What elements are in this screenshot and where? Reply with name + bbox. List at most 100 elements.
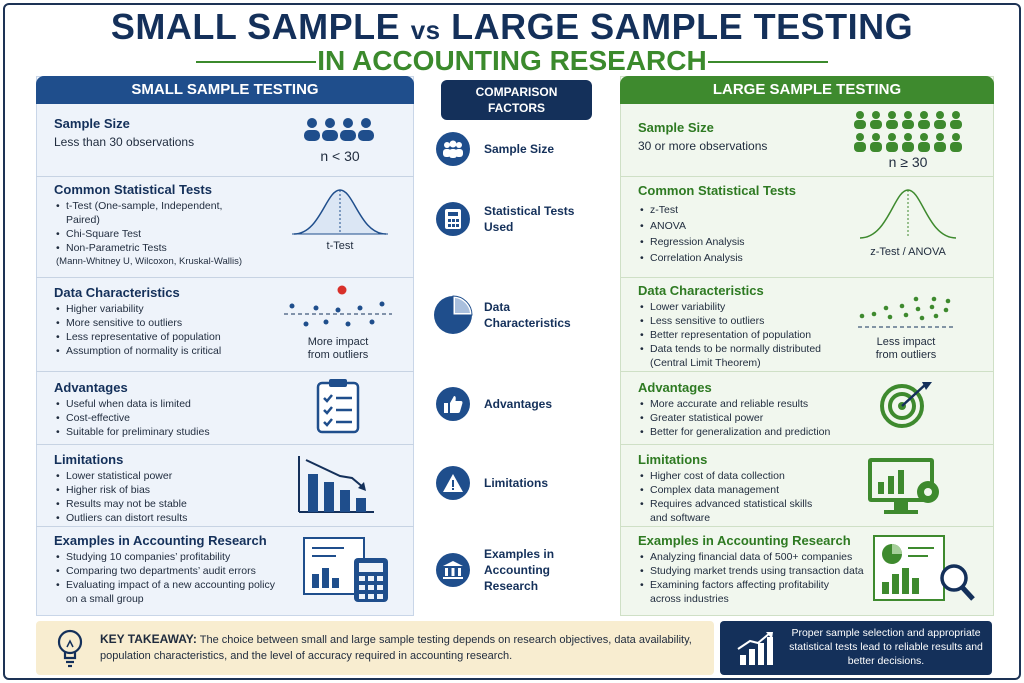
warning-icon	[436, 466, 470, 500]
list-item: Analyzing financial data of 500+ compani…	[638, 550, 878, 564]
list-item: Better for generalization and prediction	[638, 425, 868, 439]
divider	[36, 444, 414, 445]
small-sample-size: Sample Size Less than 30 observations	[54, 116, 195, 149]
factor-advantages: Advantages	[436, 387, 606, 421]
small-limitations: Limitations Lower statistical power High…	[54, 452, 294, 525]
list-item: Useful when data is limited	[54, 397, 294, 411]
list-item: Higher cost of data collection	[638, 469, 858, 483]
clustered-scatter	[858, 296, 954, 328]
list-item: t-Test (One-sample, Independent,Paired)	[54, 199, 294, 227]
divider	[36, 371, 414, 372]
key-takeaway: KEY TAKEAWAY: The choice between small a…	[36, 621, 714, 675]
list-item: Less sensitive to outliers	[638, 314, 858, 328]
large-tests: Common Statistical Tests z-Test ANOVA Re…	[638, 183, 838, 266]
large-group-icon	[854, 111, 962, 152]
divider	[620, 176, 994, 177]
factor-statistical-tests: Statistical Tests Used	[436, 202, 606, 236]
target-icon	[880, 382, 932, 428]
list-item: More sensitive to outliers	[54, 316, 294, 330]
conclusion-note: Proper sample selection and appropriate …	[720, 621, 992, 675]
list-item: Outliers can distort results	[54, 511, 294, 525]
divider	[620, 277, 994, 278]
list-item: Examining factors affecting profitabilit…	[638, 578, 878, 606]
list-item: Regression Analysis	[638, 234, 838, 250]
t-distribution-curve	[292, 189, 388, 235]
large-sample-header: LARGE SAMPLE TESTING	[620, 76, 994, 104]
list-item: Higher variability	[54, 302, 294, 316]
list-item: Complex data management	[638, 483, 858, 497]
declining-bars-icon	[298, 456, 374, 513]
list-item: Lower variability	[638, 300, 858, 314]
factor-sample-size: Sample Size	[436, 132, 606, 166]
list-item: Less representative of population	[54, 330, 294, 344]
divider	[620, 444, 994, 445]
list-item: z-Test	[638, 202, 838, 218]
small-tests: Common Statistical Tests t-Test (One-sam…	[54, 182, 294, 269]
title-rule-left	[196, 61, 316, 63]
small-outlier-caption: More impact from outliers	[307, 336, 369, 361]
small-group-icon	[304, 118, 374, 141]
divider	[620, 371, 994, 372]
list-item: Comparing two departments’ audit errors	[54, 564, 304, 578]
comparison-factors-header: COMPARISON FACTORS	[441, 80, 592, 120]
main-title: SMALL SAMPLE vs LARGE SAMPLE TESTING	[110, 6, 914, 47]
list-item: Suitable for preliminary studies	[54, 425, 294, 439]
pie-chart-icon	[434, 295, 473, 334]
divider	[36, 526, 414, 527]
list-item: Greater statistical power	[638, 411, 868, 425]
list-item: Results may not be stable	[54, 497, 294, 511]
monitor-gear-icon	[868, 458, 939, 514]
large-outlier-caption: Less impact from outliers	[875, 336, 937, 361]
large-examples: Examples in Accounting Research Analyzin…	[638, 533, 878, 606]
people-icon	[436, 132, 470, 166]
divider	[36, 277, 414, 278]
list-item: Data tends to be normally distributed(Ce…	[638, 342, 858, 370]
z-test-label: z-Test / ANOVA	[870, 246, 946, 258]
list-item: Correlation Analysis	[638, 250, 838, 266]
list-item: Assumption of normality is critical	[54, 344, 294, 358]
list-item: Evaluating impact of a new accounting po…	[54, 578, 304, 606]
list-item: Requires advanced statistical skillsand …	[638, 497, 858, 525]
thumbs-up-icon	[436, 387, 470, 421]
growth-chart-icon	[737, 632, 773, 665]
lightbulb-icon	[57, 629, 83, 668]
small-advantages: Advantages Useful when data is limited C…	[54, 380, 294, 439]
large-data-characteristics: Data Characteristics Lower variability L…	[638, 283, 858, 370]
title-rule-right	[708, 61, 828, 63]
bank-icon	[436, 553, 470, 587]
list-item: Cost-effective	[54, 411, 294, 425]
t-test-label: t-Test	[326, 240, 354, 252]
report-calculator-icon	[303, 537, 388, 602]
calculator-icon	[436, 202, 470, 236]
list-item: Studying market trends using transaction…	[638, 564, 878, 578]
small-n-label: n < 30	[320, 148, 360, 164]
factor-examples: Examples in Accounting Research	[436, 546, 606, 594]
large-limitations: Limitations Higher cost of data collecti…	[638, 452, 858, 525]
small-data-characteristics: Data Characteristics Higher variability …	[54, 285, 294, 358]
divider	[36, 176, 414, 177]
takeaway-text: The choice between small and large sampl…	[100, 634, 692, 662]
divider	[620, 526, 994, 527]
infographic-frame	[3, 3, 1021, 680]
factor-data-characteristics: Data Characteristics	[434, 295, 606, 334]
checklist-icon	[316, 379, 360, 434]
list-item: Chi-Square Test	[54, 227, 294, 241]
small-sample-header: SMALL SAMPLE TESTING	[36, 76, 414, 104]
factor-limitations: Limitations	[436, 466, 606, 500]
list-item: More accurate and reliable results	[638, 397, 868, 411]
outlier-scatter	[284, 285, 392, 327]
subtitle: IN ACCOUNTING RESEARCH	[317, 45, 707, 76]
large-n-label: n ≥ 30	[888, 154, 928, 170]
small-examples: Examples in Accounting Research Studying…	[54, 533, 304, 606]
normal-distribution-curve	[859, 189, 957, 239]
large-sample-size: Sample Size 30 or more observations	[638, 120, 768, 153]
takeaway-label: KEY TAKEAWAY:	[100, 632, 197, 646]
list-item: Lower statistical power	[54, 469, 294, 483]
list-item: Better representation of population	[638, 328, 858, 342]
list-item: Higher risk of bias	[54, 483, 294, 497]
list-item: Non-Parametric Tests(Mann-Whitney U, Wil…	[54, 241, 294, 269]
list-item: Studying 10 companies’ profitability	[54, 550, 304, 564]
list-item: ANOVA	[638, 218, 838, 234]
large-advantages: Advantages More accurate and reliable re…	[638, 380, 868, 439]
report-magnifier-icon	[873, 535, 975, 601]
